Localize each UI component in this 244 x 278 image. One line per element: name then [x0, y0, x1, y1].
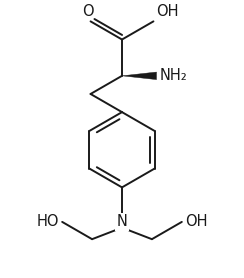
Text: N: N [117, 214, 127, 229]
Polygon shape [122, 72, 156, 80]
Text: NH₂: NH₂ [160, 68, 188, 83]
Text: OH: OH [157, 4, 179, 19]
Text: OH: OH [185, 214, 208, 229]
Text: HO: HO [36, 214, 59, 229]
Text: O: O [82, 4, 94, 19]
